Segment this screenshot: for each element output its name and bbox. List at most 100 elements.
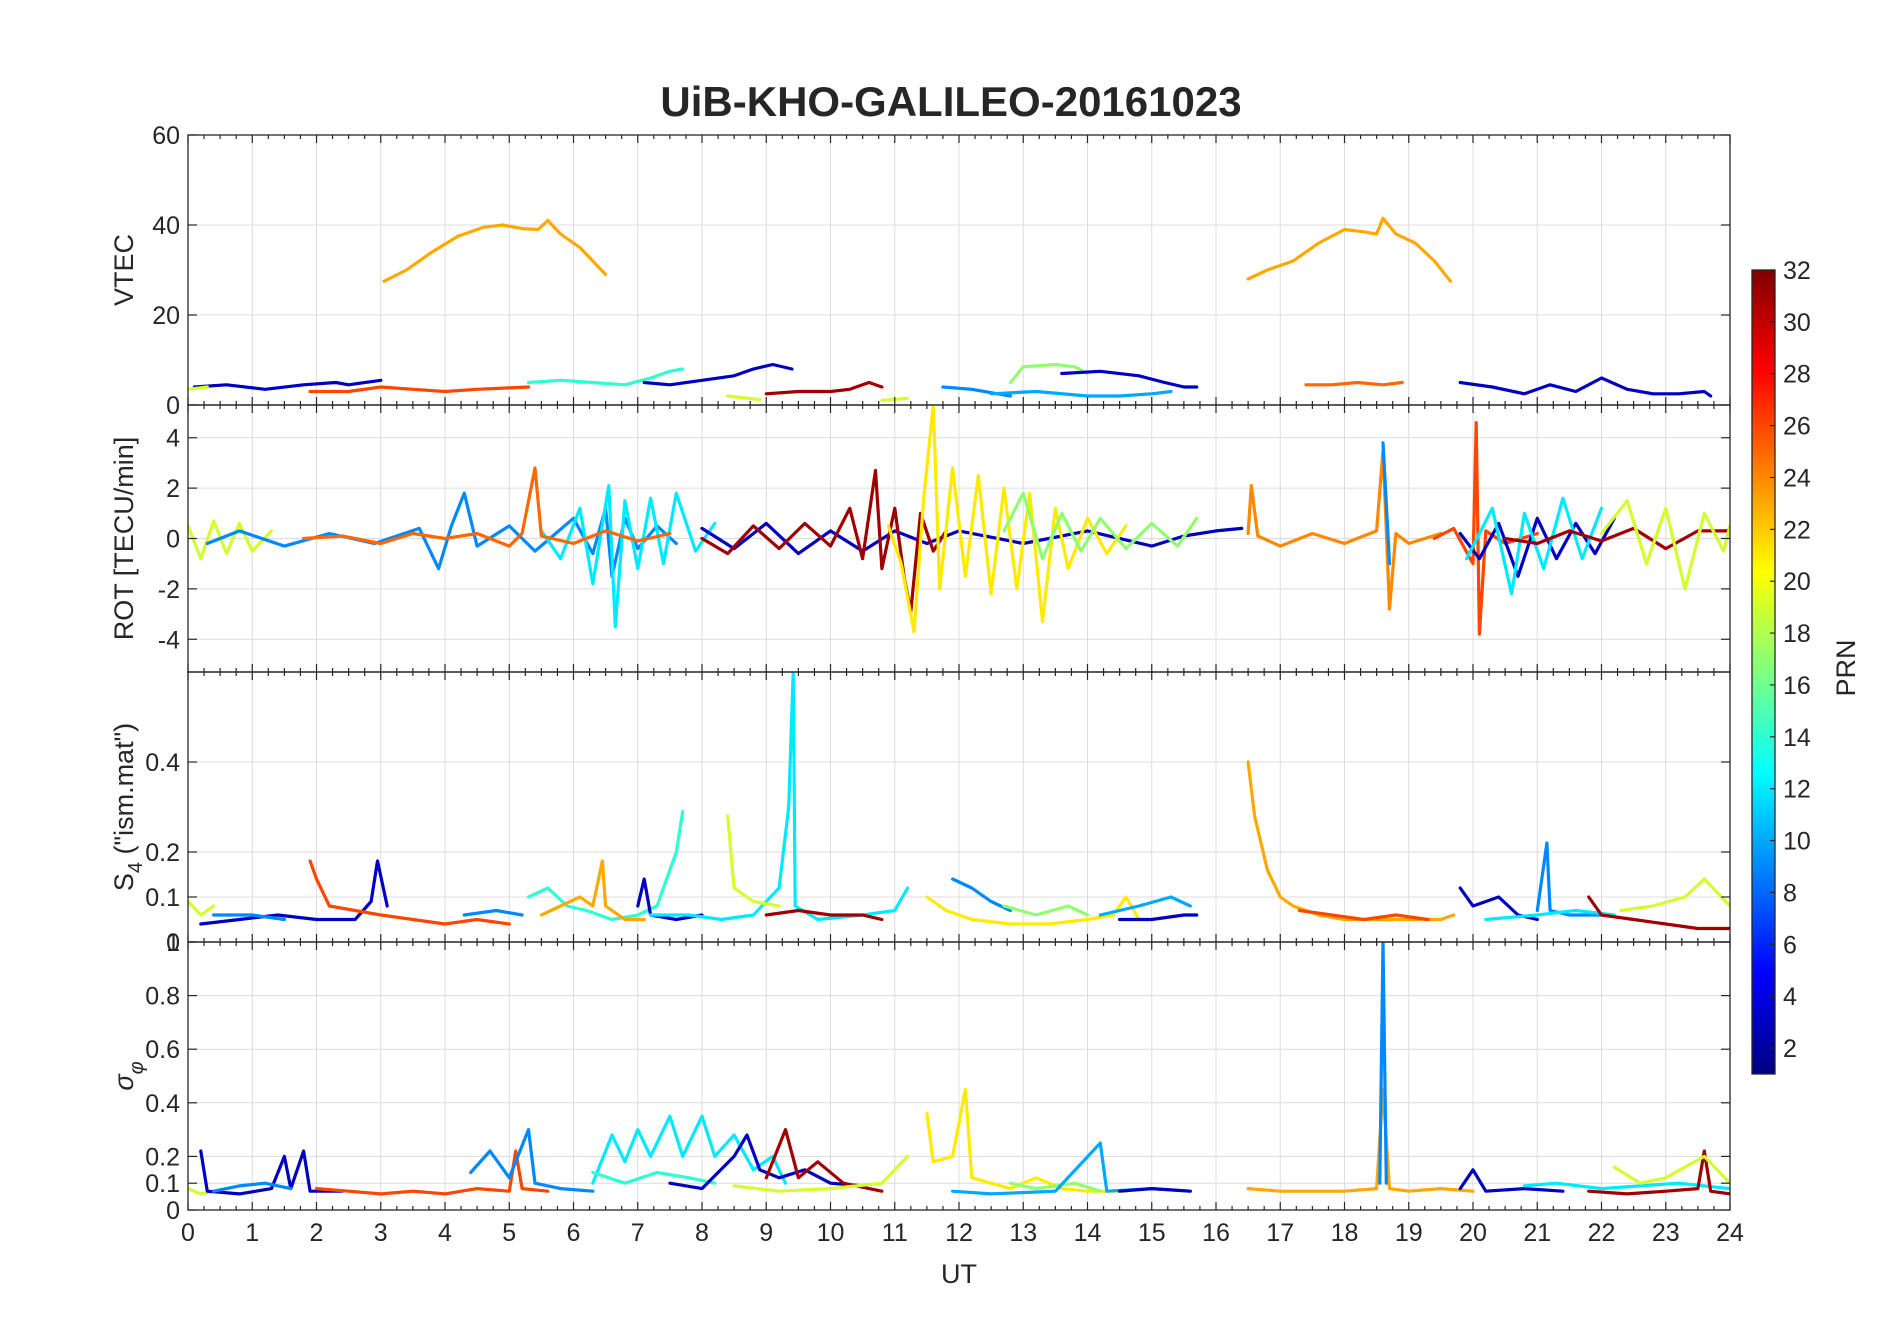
s4-series-prn-23 [539,859,646,922]
x-tick-label: 7 [631,1219,645,1247]
x-tick-label: 22 [1588,1219,1616,1247]
vtec-series-prn-3 [1060,369,1199,389]
colorbar-tick-label: 24 [1783,464,1811,492]
sigma-series-prn-3 [199,1149,344,1196]
rot-series-prn-9 [1381,441,1392,566]
colorbar-tick-label: 16 [1783,672,1811,700]
vtec-series-prn-17 [1008,362,1090,385]
vtec-series-prn-19 [726,394,762,402]
x-tick-label: 15 [1138,1219,1166,1247]
vtec-y-axis-label: VTEC [109,234,139,306]
rot-series-prn-31 [1503,526,1730,551]
sigma-y-tick-label: 0.6 [145,1036,180,1064]
sigma-y-axis-label: σφ [109,1061,148,1090]
vtec-series-prn-3 [1458,376,1713,398]
x-tick-label: 24 [1716,1219,1744,1247]
x-tick-label: 17 [1266,1219,1294,1247]
rot-series-prn-3 [700,521,1244,556]
sigma-series-prn-21 [925,1087,1128,1193]
x-tick-label: 3 [374,1219,388,1247]
colorbar-tick-label: 26 [1783,413,1811,441]
x-tick-label: 14 [1074,1219,1102,1247]
vtec-series-prn-31 [764,380,884,396]
s4-series-prn-12 [648,672,910,922]
x-tick-label: 18 [1331,1219,1359,1247]
rot-series-prn-25 [302,466,672,548]
colorbar-gradient [1752,270,1775,1074]
rot-ticks [187,405,1731,672]
vtec-y-tick-label: 0 [166,392,180,420]
colorbar-tick-label: 4 [1783,983,1797,1011]
rot-series-prn-19 [1599,499,1730,591]
colorbar-tick-label: 10 [1783,828,1811,856]
vtec-series-prn-10 [989,389,1173,398]
s4-series-prn-19 [1619,877,1730,913]
x-tick-label: 9 [759,1219,773,1247]
vtec-series-prn-25 [1304,380,1404,387]
vtec-series-prn-19 [188,385,209,391]
rot-y-tick-label: -2 [158,576,180,604]
colorbar-tick-label: 2 [1783,1035,1797,1063]
x-tick-label: 6 [567,1219,581,1247]
vtec-series-prn-26 [308,385,531,394]
sigma-series-prn-9 [469,1127,595,1193]
vtec-series-prn-3 [642,362,794,387]
sigma-series-prn-9 [212,1181,293,1193]
rot-series-prn-17 [1002,491,1199,561]
x-tick-label: 8 [695,1219,709,1247]
vtec-series-prn-14 [526,367,685,387]
x-tick-label: 5 [502,1219,516,1247]
colorbar-tick-label: 22 [1783,516,1811,544]
sigma-series-prn-12 [1522,1181,1730,1191]
sigma-series-prn-9 [1378,942,1388,1185]
rot-series-prn-21 [886,405,1128,634]
sigma-series-prn-12 [591,1114,788,1185]
s4-y-tick-label: 0.2 [145,839,180,867]
colorbar-label: PRN [1831,639,1861,696]
s4-series [188,672,1730,931]
s4-series-prn-9 [212,913,286,922]
s4-y-tick-label: 0.4 [145,749,180,777]
panel-rot: -4 -2 0 2 4 ROT [TECU/min] [109,404,1731,673]
s4-series-prn-19 [188,899,216,917]
x-tick-label: 20 [1459,1219,1487,1247]
sigma-y-tick-label: 0.1 [145,1170,180,1198]
sigma-y-tick-label: 0.4 [145,1090,180,1118]
x-axis-label: UT [941,1259,977,1289]
sigma-series-prn-3 [1117,1186,1192,1193]
rot-series-prn-26 [1432,421,1539,636]
colorbar-tick-label: 12 [1783,776,1811,804]
s4-series-prn-26 [1297,908,1430,922]
x-tick-label: 21 [1523,1219,1551,1247]
vtec-series-prn-3 [192,378,383,391]
vtec-series-prn-23 [1246,216,1453,283]
s4-series-prn-9 [1535,841,1604,917]
sigma-y-tick-label: 1 [166,929,180,957]
x-tick-label: 12 [945,1219,973,1247]
sigma-series-prn-26 [314,1149,550,1196]
colorbar-tick-label: 20 [1783,568,1811,596]
vtec-y-tick-label: 20 [152,302,180,330]
s4-series-prn-3 [199,859,389,926]
sigma-series-prn-31 [764,1127,884,1193]
sigma-y-tick-label: 0.8 [145,983,180,1011]
s4-series-prn-14 [526,809,685,922]
x-tick-label: 2 [310,1219,324,1247]
colorbar-tick-label: 32 [1783,257,1811,285]
vtec-series-prn-23 [382,218,608,283]
x-tick-label: 13 [1009,1219,1037,1247]
s4-series-prn-10 [1098,895,1192,917]
sigma-y-tick-label: 0 [166,1197,180,1225]
s4-series-prn-21 [925,895,1141,926]
rot-series [188,405,1730,636]
s4-series-prn-26 [308,859,511,926]
s4-series-prn-31 [1587,895,1730,931]
x-tick-label: 23 [1652,1219,1680,1247]
x-tick-label: 11 [882,1219,908,1247]
chart-title: UiB-KHO-GALILEO-20161023 [660,78,1241,125]
x-tick-labels: 0 1 2 3 4 5 6 7 8 9 10 11 12 13 14 15 16 17 18 19 20 21 22 23 24 [181,1219,1744,1247]
